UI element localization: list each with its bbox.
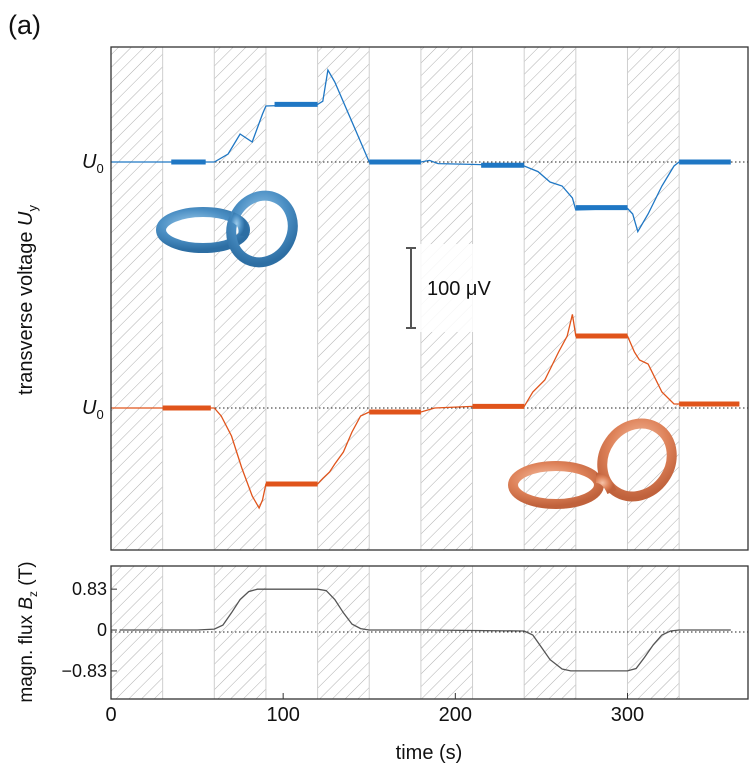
scale-bar — [406, 247, 416, 329]
top-shaded-interval — [524, 47, 576, 550]
blue-baseline-label: U0 — [82, 151, 104, 176]
bottom-plot-frame — [110, 565, 749, 700]
bottom-series — [119, 588, 731, 672]
top-panel: 100 μV U0 U0 transverse voltage Uy — [15, 46, 749, 551]
bottom-panel: 0.83 0 −0.83 0 100 200 300 magn. flux Bz (T) t… — [16, 561, 749, 764]
top-shaded-interval — [214, 47, 266, 550]
magnetic-flux-line — [119, 588, 731, 672]
orange-baseline-label: U0 — [82, 397, 104, 422]
bottom-shaded-interval — [111, 566, 163, 699]
y-tick-label: 0.83 — [72, 579, 107, 599]
y-tick-label: 0 — [97, 620, 107, 640]
scale-bar-background — [420, 244, 478, 332]
x-axis-label: time (s) — [396, 742, 463, 764]
bottom-y-axis-label: magn. flux Bz (T) — [16, 561, 40, 702]
y-tick-label: −0.83 — [61, 661, 107, 681]
x-tick-label: 200 — [439, 704, 472, 726]
bottom-shaded-interval — [420, 566, 473, 699]
x-tick-label: 300 — [611, 704, 644, 726]
top-shaded-interval — [317, 47, 370, 550]
top-plot-frame — [110, 46, 749, 551]
orange-linked-rings-illustration — [508, 418, 677, 509]
top-shaded-interval — [111, 47, 163, 550]
orange-voltage-line — [111, 314, 740, 510]
top-series — [111, 68, 740, 510]
top-y-axis-label: transverse voltage Uy — [15, 205, 40, 395]
blue-linked-rings-illustration — [156, 190, 298, 268]
x-tick-label: 0 — [105, 704, 116, 726]
scale-bar-label: 100 μV — [427, 278, 491, 300]
panel-label: (a) — [8, 10, 41, 40]
blue-voltage-line — [111, 68, 731, 234]
bottom-ticks: 0.83 0 −0.83 0 100 200 300 — [61, 579, 644, 726]
x-tick-label: 100 — [266, 704, 299, 726]
